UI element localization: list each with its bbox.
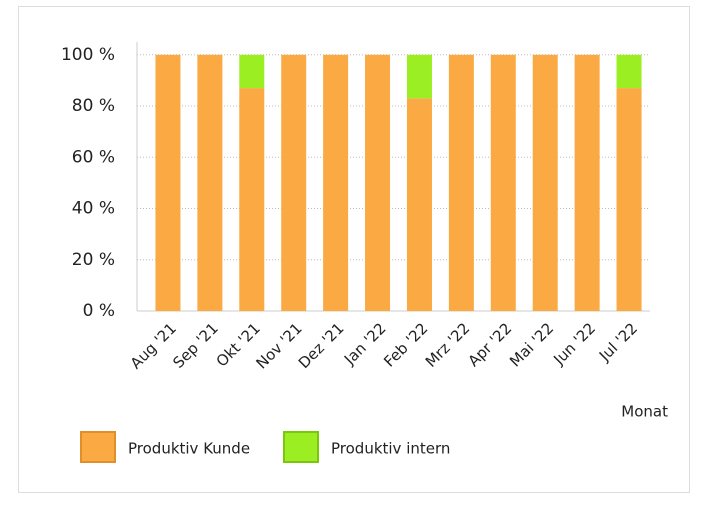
bar-segment [616, 88, 642, 311]
legend-swatch [80, 431, 116, 463]
bar-segment [406, 54, 432, 99]
bar-segment [365, 54, 391, 312]
bar-segment [197, 54, 223, 312]
y-tick-label: 20 % [72, 250, 115, 270]
y-tick-label: 40 % [72, 199, 115, 219]
bar-segment [406, 98, 432, 311]
y-tick-label: 100 % [61, 45, 115, 65]
y-tick-label: 0 % [83, 301, 115, 321]
bar-segment [323, 54, 349, 312]
bar-segment [239, 54, 265, 89]
legend-label: Produktiv Kunde [128, 440, 250, 458]
bar-segment [532, 54, 558, 312]
bar-segment [155, 54, 181, 312]
bar-segment [574, 54, 600, 312]
x-axis-label: Monat [621, 403, 668, 421]
bar-segment [239, 88, 265, 311]
bar-segment [616, 54, 642, 89]
y-tick-label: 60 % [72, 147, 115, 167]
legend-swatch [283, 431, 319, 463]
bar-segment [448, 54, 474, 312]
bar-segment [281, 54, 307, 312]
legend-label: Produktiv intern [331, 440, 450, 458]
y-tick-label: 80 % [72, 96, 115, 116]
bar-segment [490, 54, 516, 312]
